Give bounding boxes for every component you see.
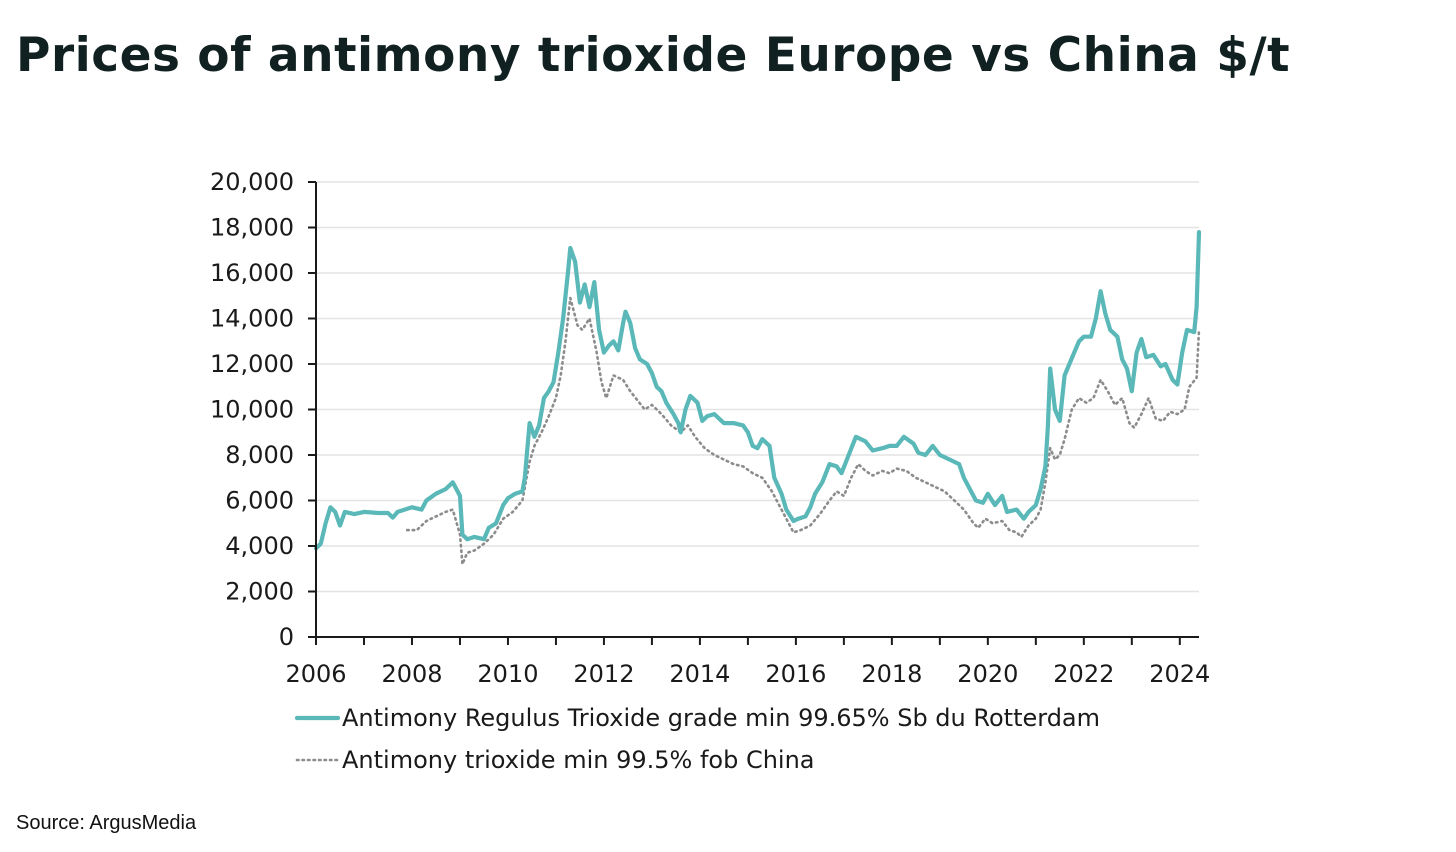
chart-title: Prices of antimony trioxide Europe vs Ch… [16, 28, 1291, 83]
legend: Antimony Regulus Trioxide grade min 99.6… [294, 704, 1100, 774]
x-tick-label: 2014 [669, 660, 730, 688]
y-axis-ticks: 0 2,000 4,000 6,000 8,000 10,000 12,000 14,000 1… [210, 168, 316, 651]
y-tick-label: 12,000 [210, 350, 294, 378]
y-tick-label: 2,000 [225, 578, 294, 606]
y-tick-label: 4,000 [225, 532, 294, 560]
y-tick-label: 20,000 [210, 168, 294, 196]
series-layer [313, 230, 1202, 566]
x-tick-label: 2008 [381, 660, 442, 688]
grid-lines [316, 181, 1199, 593]
y-tick-label: 18,000 [210, 214, 294, 242]
x-tick-label: 2020 [957, 660, 1018, 688]
y-tick-label: 16,000 [210, 259, 294, 287]
legend-label-china: Antimony trioxide min 99.5% fob China [342, 746, 815, 774]
y-tick-label: 10,000 [210, 396, 294, 424]
source-note: Source: ArgusMedia [16, 812, 197, 834]
x-tick-label: 2018 [861, 660, 922, 688]
series-line-rotterdam [313, 230, 1202, 551]
legend-label-rotterdam: Antimony Regulus Trioxide grade min 99.6… [342, 704, 1100, 732]
y-tick-label: 6,000 [225, 487, 294, 515]
y-tick-label: 0 [279, 623, 294, 651]
x-tick-label: 2012 [573, 660, 634, 688]
y-tick-label: 8,000 [225, 441, 294, 469]
series-line-china [405, 296, 1201, 566]
x-tick-label: 2016 [765, 660, 826, 688]
x-tick-label: 2022 [1053, 660, 1114, 688]
y-tick-label: 14,000 [210, 305, 294, 333]
x-tick-label: 2010 [477, 660, 538, 688]
x-tick-label: 2024 [1149, 660, 1210, 688]
x-axis-ticks: 2006 2008 2010 2012 2014 2016 2018 2020 2022 2024 [285, 637, 1210, 688]
x-tick-label: 2006 [285, 660, 346, 688]
